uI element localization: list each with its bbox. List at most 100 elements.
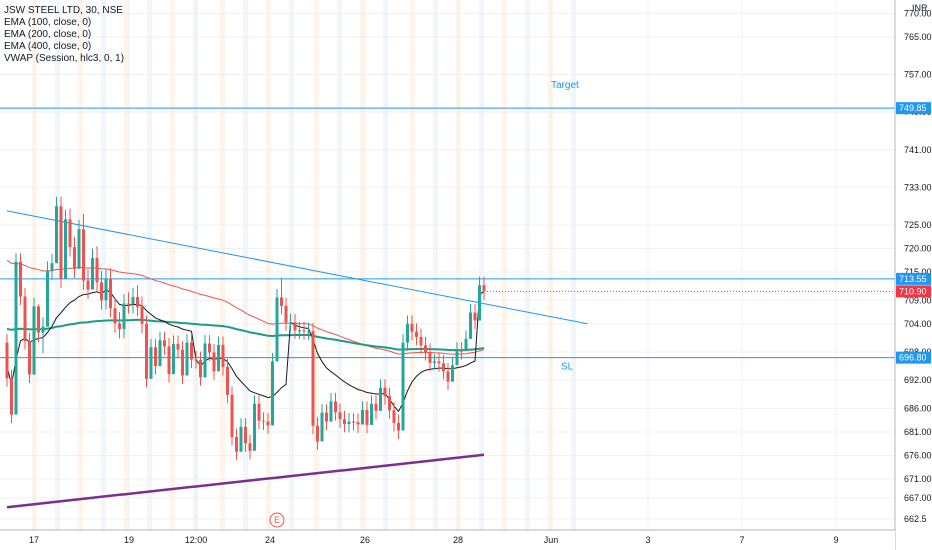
candle [208, 335, 211, 361]
candle-body [302, 330, 306, 332]
candle-body [176, 344, 180, 350]
candle-body [203, 343, 207, 378]
candle-body [37, 306, 40, 333]
candle [235, 428, 238, 461]
candle [361, 401, 364, 425]
candle-body [32, 306, 36, 375]
candle [415, 323, 418, 346]
candle [365, 401, 369, 434]
candle [428, 343, 432, 372]
candle-body [55, 206, 58, 264]
candle [419, 328, 423, 354]
candle-body [329, 401, 333, 422]
currency-label: INR [912, 3, 928, 13]
candles [5, 196, 486, 461]
candle [320, 404, 324, 442]
candle [446, 362, 450, 391]
candle-body [77, 229, 81, 269]
horizontal-levels[interactable] [0, 107, 895, 359]
candle-body [370, 403, 373, 425]
candle [172, 335, 175, 375]
candle-body [131, 296, 135, 305]
trendline[interactable] [6, 210, 588, 325]
candle [217, 336, 220, 372]
y-tick-label: 667.00 [904, 493, 932, 503]
candle [482, 276, 486, 300]
candle-body [5, 342, 9, 379]
candle [50, 253, 54, 281]
indicator-ema-100[interactable]: EMA (100, close, 0) [4, 17, 92, 28]
candle [221, 336, 225, 376]
candle-body [50, 263, 54, 271]
candle [19, 253, 22, 305]
candle-body [122, 303, 126, 329]
candle-body [127, 303, 130, 305]
price-axis[interactable]: 770.00765.00757.00749.00741.00733.00725.… [894, 0, 932, 550]
candle [478, 276, 481, 321]
candle-body [172, 344, 175, 375]
ema-400-line [6, 453, 485, 509]
candle-body [266, 421, 270, 426]
candle-body [154, 347, 157, 367]
candle [226, 358, 229, 404]
x-tick-label: 9 [833, 535, 838, 545]
candle-body [307, 331, 310, 333]
candle [302, 321, 306, 340]
trendline-group[interactable] [6, 210, 588, 325]
indicator-ema-400[interactable]: EMA (400, close, 0) [4, 41, 92, 52]
session-strip-blue [55, 0, 60, 530]
y-tick-label: 686.00 [904, 403, 932, 413]
candle-body [68, 219, 72, 248]
candle [275, 288, 279, 362]
candle-body [275, 297, 279, 362]
candle [122, 294, 126, 339]
candle [329, 392, 333, 422]
session-strip-blue [147, 0, 152, 530]
indicator-vwap[interactable]: VWAP (Session, hlc3, 0, 1) [4, 53, 125, 64]
x-tick-label: 24 [265, 535, 275, 545]
time-axis[interactable]: 17 19 12:00 24 26 28 Jun 3 7 9 [0, 529, 895, 550]
candle-body [23, 296, 27, 342]
candle [451, 356, 454, 382]
candle-body [365, 409, 369, 425]
candle [257, 395, 261, 430]
candle [352, 413, 355, 431]
candle [10, 369, 13, 424]
candle-body [406, 323, 409, 343]
session-strip-orange [314, 0, 319, 530]
last-price-badge [896, 285, 931, 298]
candle-body [64, 219, 67, 279]
candle-body [428, 352, 432, 363]
indicator-ema-200[interactable]: EMA (200, close, 0) [4, 29, 92, 40]
candle [397, 414, 400, 439]
level-price-badge [896, 351, 931, 364]
symbol-title[interactable]: JSW STEEL LTD, 30, NSE [4, 5, 123, 16]
x-tick-label: 12:00 [185, 535, 208, 545]
candle [131, 287, 135, 314]
candle [5, 334, 9, 387]
candle-body [478, 285, 481, 321]
level-price-label: 696.80 [899, 353, 927, 363]
earnings-event-icon[interactable] [269, 512, 285, 528]
candle-body [311, 331, 315, 426]
candle [77, 219, 81, 269]
candle-body [437, 361, 441, 364]
candle [406, 315, 409, 352]
session-strip-blue [433, 0, 438, 530]
candle [203, 335, 207, 378]
candle [293, 313, 297, 339]
candle-body [473, 312, 477, 321]
candle-body [442, 363, 445, 372]
candle-body [41, 326, 45, 333]
candle-body [199, 359, 202, 378]
candle [244, 418, 247, 452]
candle-body [226, 367, 229, 395]
candle [91, 248, 94, 290]
candle-body [145, 323, 148, 379]
candle-body [284, 305, 288, 323]
candle [307, 322, 310, 340]
candle [176, 335, 180, 359]
y-tick-label: 720.00 [904, 244, 932, 254]
candle [113, 297, 117, 333]
